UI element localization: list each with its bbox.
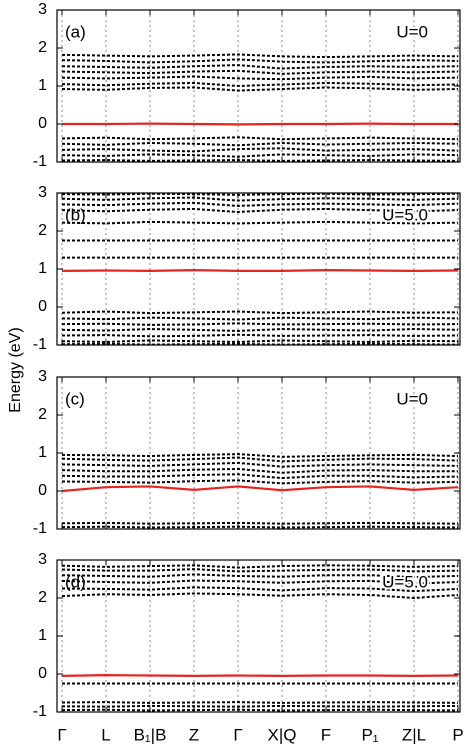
y-tick-label: 3 [38,1,47,18]
y-tick-label: -1 [33,153,47,170]
x-tick-label: Γ [57,725,66,744]
panel-annotation: U=5.0 [382,572,428,591]
band-line [61,196,459,202]
x-tick-label: L [101,725,110,744]
x-tick-label: Z|L [402,725,426,744]
band-line [61,75,459,81]
x-tick-label: F [321,725,331,744]
band-line [61,473,459,480]
y-tick-label: 0 [38,115,47,132]
band-line [61,333,459,338]
y-tick-label: 1 [38,260,47,277]
highlight-band [61,485,459,493]
y-tick-label: 3 [38,368,47,385]
band-line [61,147,459,153]
band-line [61,573,459,579]
band-line [61,456,459,463]
y-tick-label: -1 [33,336,47,353]
x-tick-label: Γ [233,725,242,744]
y-tick-label: 0 [38,665,47,682]
band-line [61,467,458,474]
band-line [61,193,459,196]
band-line [61,141,459,147]
y-tick-label: 2 [38,39,47,56]
highlight-band [61,674,459,678]
plot-area [61,10,459,162]
band-line [61,322,459,326]
y-tick-label: 0 [38,482,47,499]
band-line [61,342,459,345]
band-line [61,592,459,600]
band-line [61,461,459,468]
y-tick-label: 3 [38,184,47,201]
band-line [61,316,459,321]
panel-annotation: U=0 [396,389,428,408]
band-line [61,64,459,70]
band-line [61,564,459,569]
panel-label: (b) [65,205,86,224]
x-tick-label: Z [189,725,199,744]
y-tick-label: 1 [38,444,47,461]
band-line [61,69,459,75]
y-tick-label: -1 [33,703,47,720]
band-line [61,453,459,458]
band-line [61,136,459,141]
y-tick-label: 1 [38,77,47,94]
band-line [61,701,459,704]
band-line [61,328,459,332]
band-line [61,153,459,158]
x-tick-label: P [452,725,463,744]
y-tick-label: 0 [38,298,47,315]
band-line [61,207,459,214]
band-line [61,568,459,573]
band-line [61,86,459,92]
band-line [61,704,459,708]
band-line [61,579,459,585]
x-tick-label: P₁ [361,725,378,744]
panel-label: (a) [65,22,86,41]
band-line [61,479,459,485]
band-line [61,586,459,593]
x-tick-label: B₁|B [134,725,167,744]
band-line [61,525,459,529]
y-tick-label: -1 [33,520,47,537]
y-tick-label: 2 [38,406,47,423]
band-line [61,201,459,207]
band-line [61,521,459,525]
panel-annotation: U=0 [396,22,428,41]
band-line [61,220,459,225]
x-tick-label: X|Q [268,725,297,744]
plot-area [61,193,459,345]
band-line [61,339,459,343]
highlight-band [61,269,459,273]
y-tick-label: 3 [38,551,47,568]
band-line [61,159,459,162]
y-tick-label: 2 [38,589,47,606]
highlight-band [62,122,458,126]
band-line [61,58,459,64]
panel-label: (c) [65,389,85,408]
panel-label: (d) [65,572,86,591]
y-tick-label: 1 [38,627,47,644]
plot-area [61,560,459,712]
y-axis-label: Energy (eV) [7,327,24,412]
band-line [61,81,459,88]
band-line [61,310,459,315]
band-line [61,53,459,59]
y-tick-label: 2 [38,222,47,239]
band-line [61,708,459,712]
panel-annotation: U=5.0 [382,205,428,224]
